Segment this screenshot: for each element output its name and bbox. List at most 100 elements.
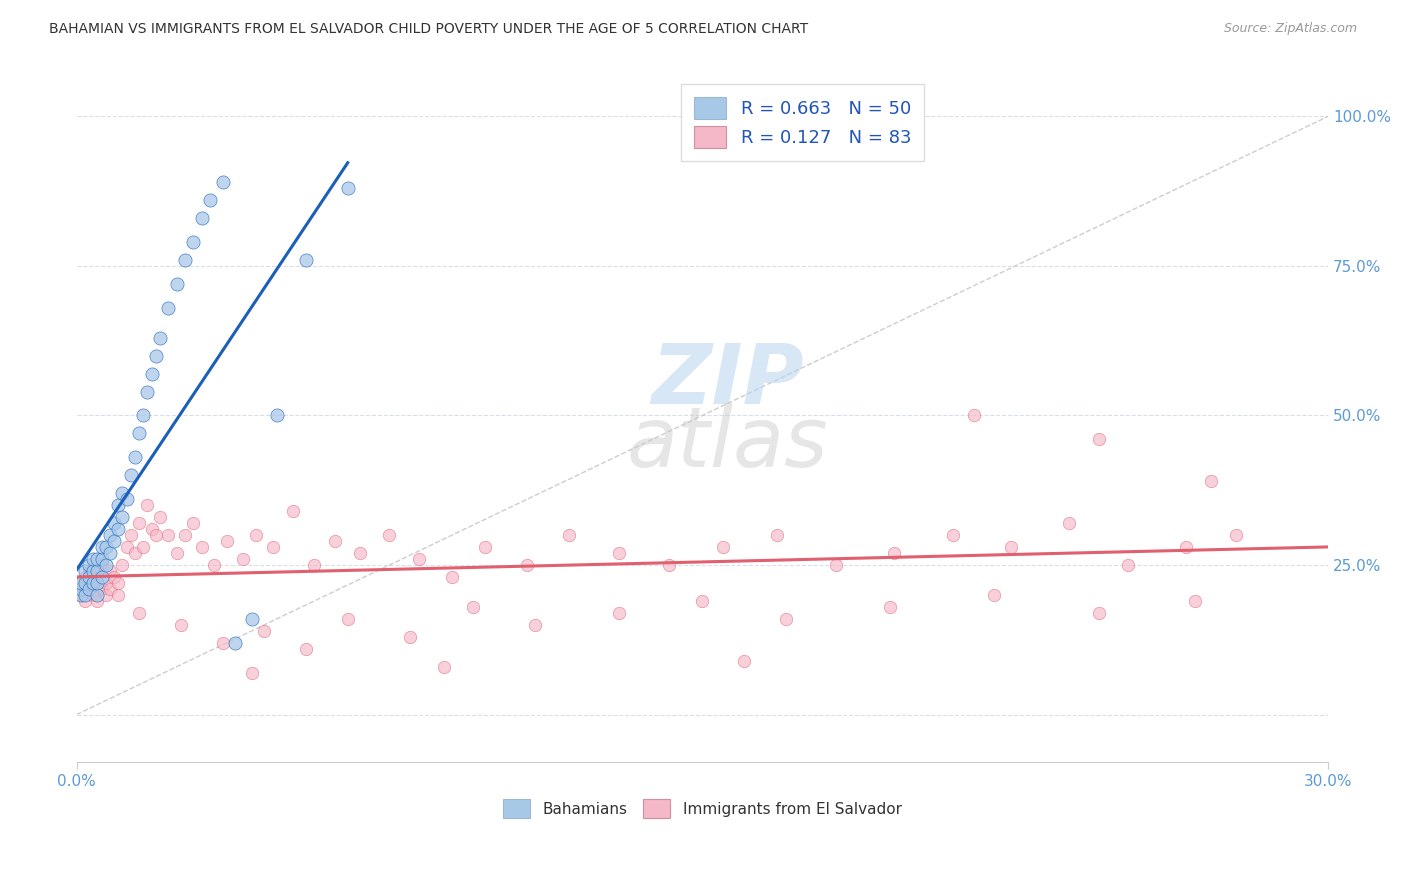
Point [1175, 540, 1198, 554]
Point [983, 588, 1005, 602]
Point [304, 558, 326, 572]
Point [103, 534, 125, 549]
Point [174, 528, 197, 542]
Point [69, 588, 91, 602]
Point [240, 665, 263, 680]
Point [90, 558, 112, 572]
Point [1201, 475, 1223, 489]
Point [98, 564, 121, 578]
Point [69, 582, 91, 596]
Point [461, 599, 484, 614]
Point [103, 516, 125, 530]
Point [120, 468, 142, 483]
Point [86, 570, 108, 584]
Point [1087, 433, 1109, 447]
Point [399, 630, 422, 644]
Point [323, 534, 346, 549]
Point [73, 576, 96, 591]
Point [962, 409, 984, 423]
Point [157, 301, 180, 315]
Point [82, 564, 104, 578]
Point [942, 528, 965, 542]
Point [1184, 594, 1206, 608]
Point [433, 659, 456, 673]
Point [136, 384, 159, 399]
Point [115, 540, 138, 554]
Point [132, 540, 155, 554]
Point [90, 540, 112, 554]
Text: BAHAMIAN VS IMMIGRANTS FROM EL SALVADOR CHILD POVERTY UNDER THE AGE OF 5 CORRELA: BAHAMIAN VS IMMIGRANTS FROM EL SALVADOR … [49, 22, 808, 37]
Point [69, 576, 91, 591]
Point [775, 612, 797, 626]
Point [82, 552, 104, 566]
Point [107, 522, 129, 536]
Point [558, 528, 581, 542]
Point [1087, 606, 1109, 620]
Point [124, 450, 146, 465]
Point [1000, 540, 1022, 554]
Point [69, 576, 91, 591]
Point [516, 558, 538, 572]
Point [349, 546, 371, 560]
Point [90, 570, 112, 584]
Point [166, 546, 188, 560]
Point [170, 618, 193, 632]
Point [107, 576, 129, 591]
Point [283, 504, 305, 518]
Point [111, 486, 134, 500]
Point [190, 211, 212, 225]
Point [295, 641, 318, 656]
Point [136, 498, 159, 512]
Point [378, 528, 401, 542]
Point [94, 540, 117, 554]
Point [103, 570, 125, 584]
Point [86, 564, 108, 578]
Point [94, 576, 117, 591]
Point [174, 252, 197, 267]
Point [198, 193, 221, 207]
Point [141, 367, 163, 381]
Point [132, 409, 155, 423]
Point [1116, 558, 1139, 572]
Point [141, 522, 163, 536]
Point [1225, 528, 1247, 542]
Point [128, 516, 150, 530]
Point [77, 558, 100, 572]
Point [879, 599, 901, 614]
Point [77, 570, 100, 584]
Point [607, 606, 630, 620]
Point [90, 582, 112, 596]
Point [266, 409, 288, 423]
Point [336, 612, 359, 626]
Point [232, 552, 254, 566]
Point [82, 576, 104, 591]
Point [224, 636, 246, 650]
Point [73, 564, 96, 578]
Point [82, 588, 104, 602]
Point [86, 576, 108, 591]
Point [474, 540, 496, 554]
Point [211, 175, 233, 189]
Point [240, 612, 263, 626]
Point [82, 576, 104, 591]
Point [98, 546, 121, 560]
Point [69, 588, 91, 602]
Point [111, 558, 134, 572]
Point [86, 594, 108, 608]
Point [1059, 516, 1081, 530]
Point [145, 349, 167, 363]
Point [73, 570, 96, 584]
Point [77, 564, 100, 578]
Point [128, 606, 150, 620]
Point [128, 426, 150, 441]
Point [733, 654, 755, 668]
Text: ZIP: ZIP [651, 340, 804, 421]
Point [166, 277, 188, 291]
Text: Source: ZipAtlas.com: Source: ZipAtlas.com [1223, 22, 1357, 36]
Point [77, 582, 100, 596]
Point [73, 594, 96, 608]
Point [107, 498, 129, 512]
Point [824, 558, 846, 572]
Point [111, 510, 134, 524]
Point [190, 540, 212, 554]
